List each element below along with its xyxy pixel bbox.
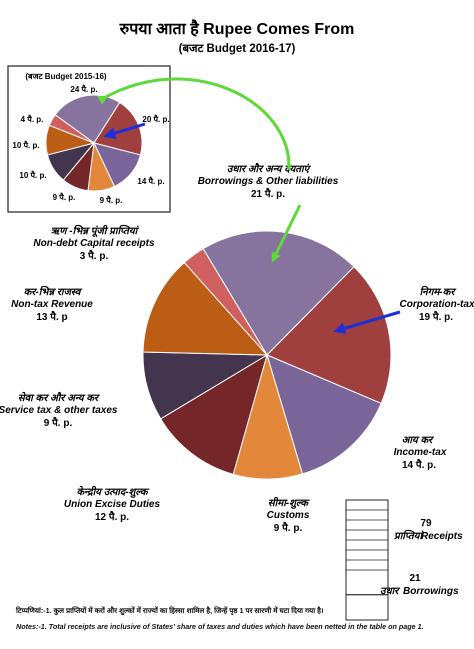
chart-title: रुपया आता है Rupee Comes From [119,19,355,38]
main-slice-income [266,354,382,475]
label-customs-value: 9 पै. p. [274,521,303,534]
label-nondebt-value: 3 पै. p. [80,249,109,262]
blue-arrow-inset [103,122,146,139]
label-service-value: 9 पै. p. [44,416,73,429]
label-income-value: 14 पै. p. [402,458,436,471]
inset-slice-borrowings [54,94,121,144]
label-corporation-en: Corporation-tax [400,299,474,310]
inset-label-nontax: 10 पै. p. [12,140,39,150]
borrowings-bar-en: Borrowings [403,586,459,597]
main-slice-borrowings [202,230,355,356]
inset-label-corporation: 20 पै. p. [142,114,169,124]
label-nondebt-en: Non-debt Capital receipts [33,238,155,249]
label-borrowings-hi: उधार और अन्य देयताएं [227,162,312,175]
label-corporation-hi: निगम-कर [420,285,458,298]
label-customs-hi: सीमा-शुल्क [268,496,311,509]
inset-label-service: 10 पै. p. [19,170,46,180]
note-hindi: टिप्पणियां:-1. कुल प्राप्तियों में करों … [16,606,324,615]
inset-title: (बजट Budget 2015-16) [25,72,107,81]
label-excise-value: 12 पै. p. [95,510,129,523]
borrowings-bar-value: 21 [409,573,421,584]
label-excise-hi: केन्द्रीय उत्पाद-शुल्क [76,485,149,498]
main-slice-nondebt [183,248,268,356]
receipts-hi: प्राप्तियां [394,529,424,542]
label-nontax-value: 13 पै. p [36,310,67,323]
note-english: Notes:-1. Total receipts are inclusive o… [16,622,424,631]
green-arrow-to-slice [271,204,302,263]
inset-label-income: 14 पै. p. [137,176,164,186]
label-service-hi: सेवा कर और अन्य कर [18,391,101,404]
label-excise-en: Union Excise Duties [64,499,161,510]
borrowings-bar-hi: उधार [380,586,401,597]
label-income-en: Income-tax [394,447,447,458]
label-income-hi: आय कर [402,435,435,446]
blue-arrow-main [333,310,401,335]
label-nontax-hi: कर-भिन्न राजस्व [24,285,83,298]
main-labels: उधार और अन्य देयताएं Borrowings & Other … [0,162,474,534]
label-customs-en: Customs [267,510,310,521]
label-borrowings-en: Borrowings & Other liabilities [198,176,339,187]
inset-label-customs: 9 पै. p. [100,195,123,205]
label-service-en: Service tax & other taxes [0,405,118,416]
inset-label-excise: 9 पै. p. [53,192,76,202]
receipts-en: Receipts [421,531,463,542]
inset-labels: 24 पै. p. 20 पै. p. 14 पै. p. 9 पै. p. 9… [12,84,169,205]
inset-slice-nondebt [48,114,95,144]
label-nondebt-hi: ऋण -भिन्न पूंजी प्राप्तियां [51,224,140,238]
label-corporation-value: 19 पै. p. [419,310,453,323]
label-nontax-en: Non-tax Revenue [11,299,93,310]
chart-subtitle: (बजट Budget 2016-17) [179,43,296,55]
main-pie [142,230,392,480]
main-slice-corporation [266,266,392,405]
inset-label-nondebt: 4 पै. p. [21,114,44,124]
main-slice-excise [160,353,268,475]
inset-pie [45,94,143,192]
stack-segment-receipts [345,499,389,596]
green-curve-arrow [97,77,291,171]
receipts-value: 79 [420,518,432,529]
stack-segment-borrowings [345,594,389,621]
label-borrowings-value: 21 पै. p. [251,187,285,200]
receipts-stack-bar [345,499,389,621]
main-slice-nontax [142,261,269,356]
inset-label-borrowings: 24 पै. p. [70,84,97,94]
